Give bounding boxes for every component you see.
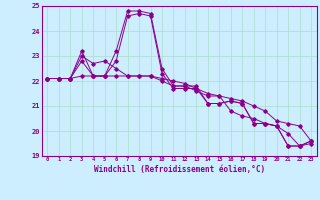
X-axis label: Windchill (Refroidissement éolien,°C): Windchill (Refroidissement éolien,°C) xyxy=(94,165,265,174)
